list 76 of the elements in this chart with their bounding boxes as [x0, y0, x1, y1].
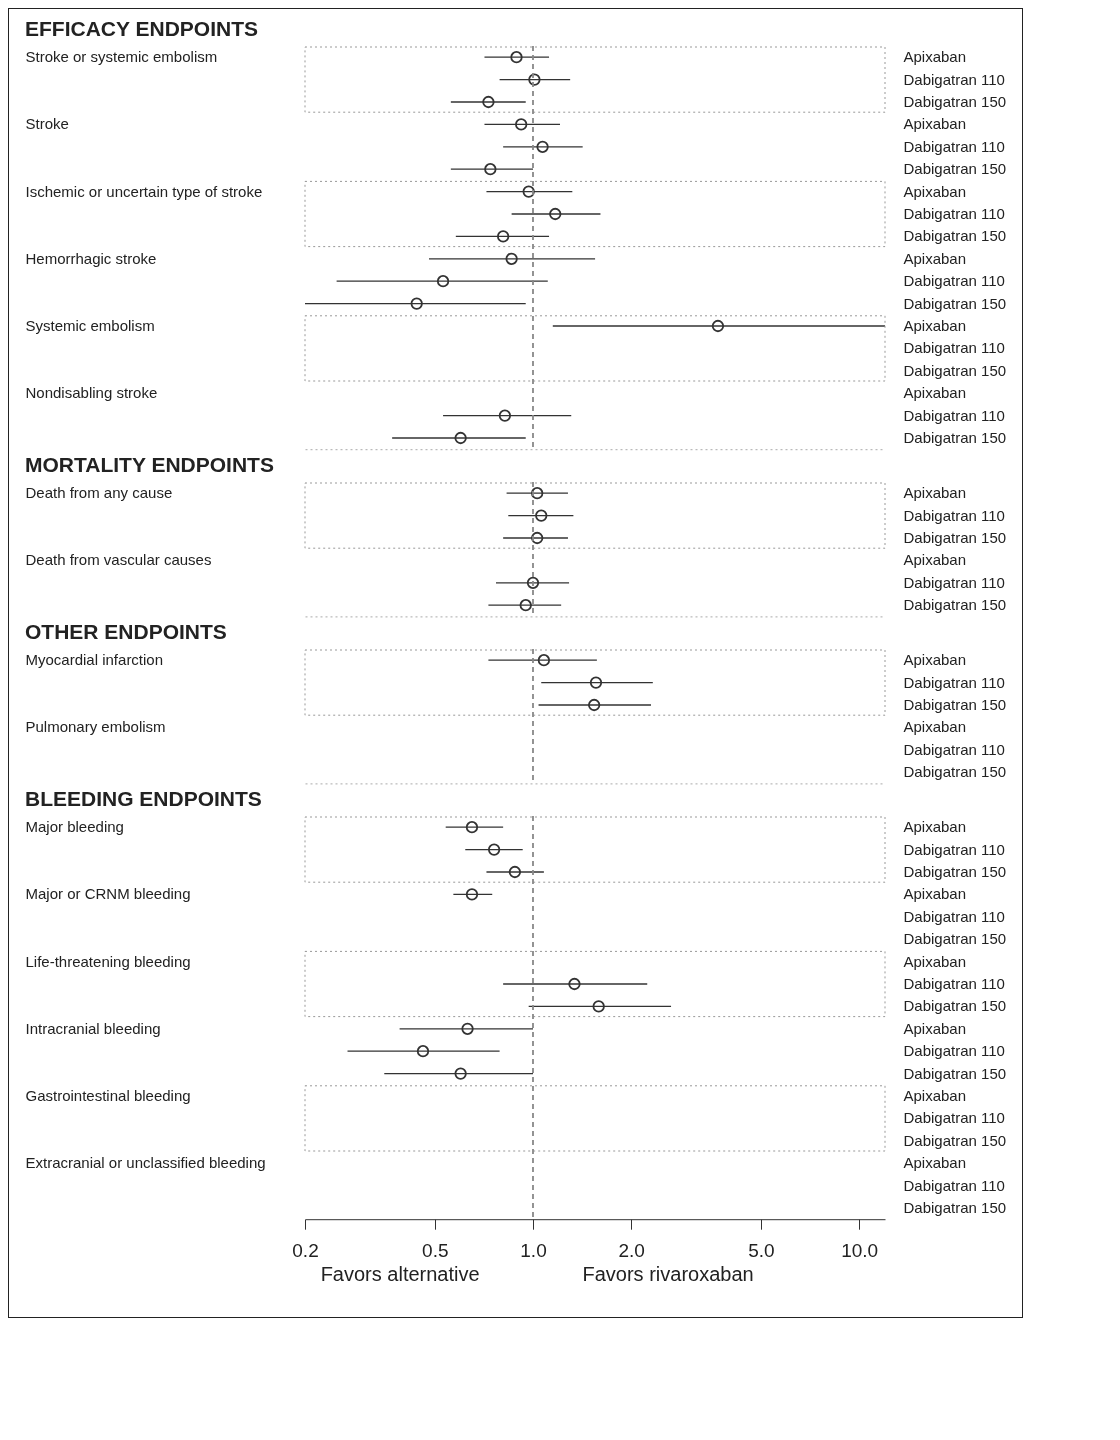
y-tick-label: Dabigatran 110 — [903, 840, 1005, 858]
text: Myocardial infarction — [25, 651, 164, 669]
y-tick-label: Dabigatran 150 — [903, 863, 1007, 880]
y-tick-label: Dabigatran 110 — [903, 205, 1005, 222]
text: Hemorrhagic stroke — [25, 249, 157, 267]
y-tick-label: Dabigatran 110 — [903, 137, 1005, 155]
y-tick-label: Dabigatran 150 — [903, 596, 1007, 614]
y-tick-label: Apixaban — [903, 651, 967, 669]
y-tick-label: Dabigatran 150 — [903, 294, 1007, 312]
y-tick-label: Dabigatran 110 — [903, 1176, 1005, 1194]
y-tick-label: Dabigatran 110 — [903, 1042, 1005, 1060]
y-tick-label: Apixaban — [903, 1087, 967, 1104]
x-tick-label: 10.0 — [841, 1239, 879, 1261]
y-tick-label: Dabigatran 150 — [903, 1064, 1007, 1082]
y-tick-label: Apixaban — [903, 952, 967, 970]
y-tick-label: Dabigatran 150 — [903, 696, 1007, 713]
y-tick-label: Apixaban — [903, 551, 967, 569]
y-tick-label: Dabigatran 110 — [903, 673, 1005, 691]
y-tick-label: Dabigatran 110 — [903, 573, 1005, 591]
y-tick-label: Dabigatran 110 — [903, 272, 1005, 290]
text: Stroke — [25, 115, 69, 133]
x-tick-label: 0.5 — [422, 1239, 449, 1261]
y-tick-label: Dabigatran 110 — [903, 339, 1005, 357]
text: Stroke or systemic embolism — [25, 48, 218, 66]
y-tick-label: Apixaban — [903, 718, 967, 736]
y-tick-label: Dabigatran 150 — [903, 763, 1007, 781]
y-tick-label: Dabigatran 110 — [903, 975, 1005, 992]
y-tick-label: Dabigatran 150 — [903, 227, 1007, 245]
x-tick-label: 0.2 — [292, 1239, 319, 1261]
y-tick-label: Apixaban — [903, 885, 967, 903]
text: Intracranial bleeding — [25, 1019, 161, 1037]
text: Nondisabling stroke — [25, 384, 158, 402]
x-tick-label: 1.0 — [520, 1239, 547, 1261]
y-tick-label: Dabigatran 150 — [903, 1199, 1007, 1216]
text: Pulmonary embolism — [25, 718, 166, 736]
y-tick-label: Dabigatran 150 — [903, 930, 1007, 948]
y-tick-label: Dabigatran 150 — [903, 529, 1007, 546]
text: Favors alternative — [320, 1263, 480, 1285]
y-tick-label: Dabigatran 110 — [903, 907, 1005, 925]
y-tick-label: Dabigatran 150 — [903, 1131, 1007, 1149]
y-tick-label: Dabigatran 110 — [903, 70, 1005, 88]
y-tick-label: Apixaban — [903, 1019, 967, 1037]
y-tick-label: Dabigatran 150 — [903, 429, 1007, 446]
text: Life-threatening bleeding — [25, 952, 191, 970]
x-tick-label: 5.0 — [748, 1239, 775, 1261]
y-tick-label: Apixaban — [903, 249, 967, 267]
y-tick-label: Apixaban — [903, 48, 967, 66]
text: Death from any cause — [25, 484, 173, 502]
y-tick-label: Apixaban — [903, 182, 967, 200]
text: Major or CRNM bleeding — [25, 885, 191, 903]
x-tick-label: 2.0 — [618, 1239, 645, 1261]
text: Gastrointestinal bleeding — [25, 1087, 191, 1104]
text: Ischemic or uncertain type of stroke — [25, 182, 263, 200]
y-tick-label: Apixaban — [903, 818, 967, 836]
y-tick-label: Apixaban — [903, 384, 967, 402]
y-tick-label: Apixaban — [903, 115, 967, 133]
y-tick-label: Dabigatran 110 — [903, 406, 1005, 424]
y-tick-label: Dabigatran 150 — [903, 93, 1007, 110]
text: Extracranial or unclassified bleeding — [25, 1154, 266, 1172]
y-tick-label: Dabigatran 110 — [903, 740, 1005, 758]
chart-title: EFFICACY ENDPOINTS — [25, 17, 258, 41]
text: Systemic embolism — [25, 317, 155, 334]
y-tick-label: Apixaban — [903, 317, 967, 334]
text: OTHER ENDPOINTS — [25, 620, 227, 644]
y-tick-label: Apixaban — [903, 484, 967, 502]
chart-title: BLEEDING ENDPOINTS — [25, 787, 262, 811]
y-tick-label: Dabigatran 150 — [903, 997, 1007, 1015]
y-tick-label: Dabigatran 150 — [903, 361, 1007, 379]
text: Favors rivaroxaban — [582, 1263, 754, 1285]
text: Major bleeding — [25, 818, 124, 836]
text: Death from vascular causes — [25, 551, 212, 569]
y-tick-label: Dabigatran 150 — [903, 160, 1007, 178]
y-tick-label: Dabigatran 110 — [903, 506, 1005, 524]
y-tick-label: Apixaban — [903, 1154, 967, 1172]
y-tick-label: Dabigatran 110 — [903, 1109, 1005, 1127]
chart-title: MORTALITY ENDPOINTS — [25, 453, 274, 477]
